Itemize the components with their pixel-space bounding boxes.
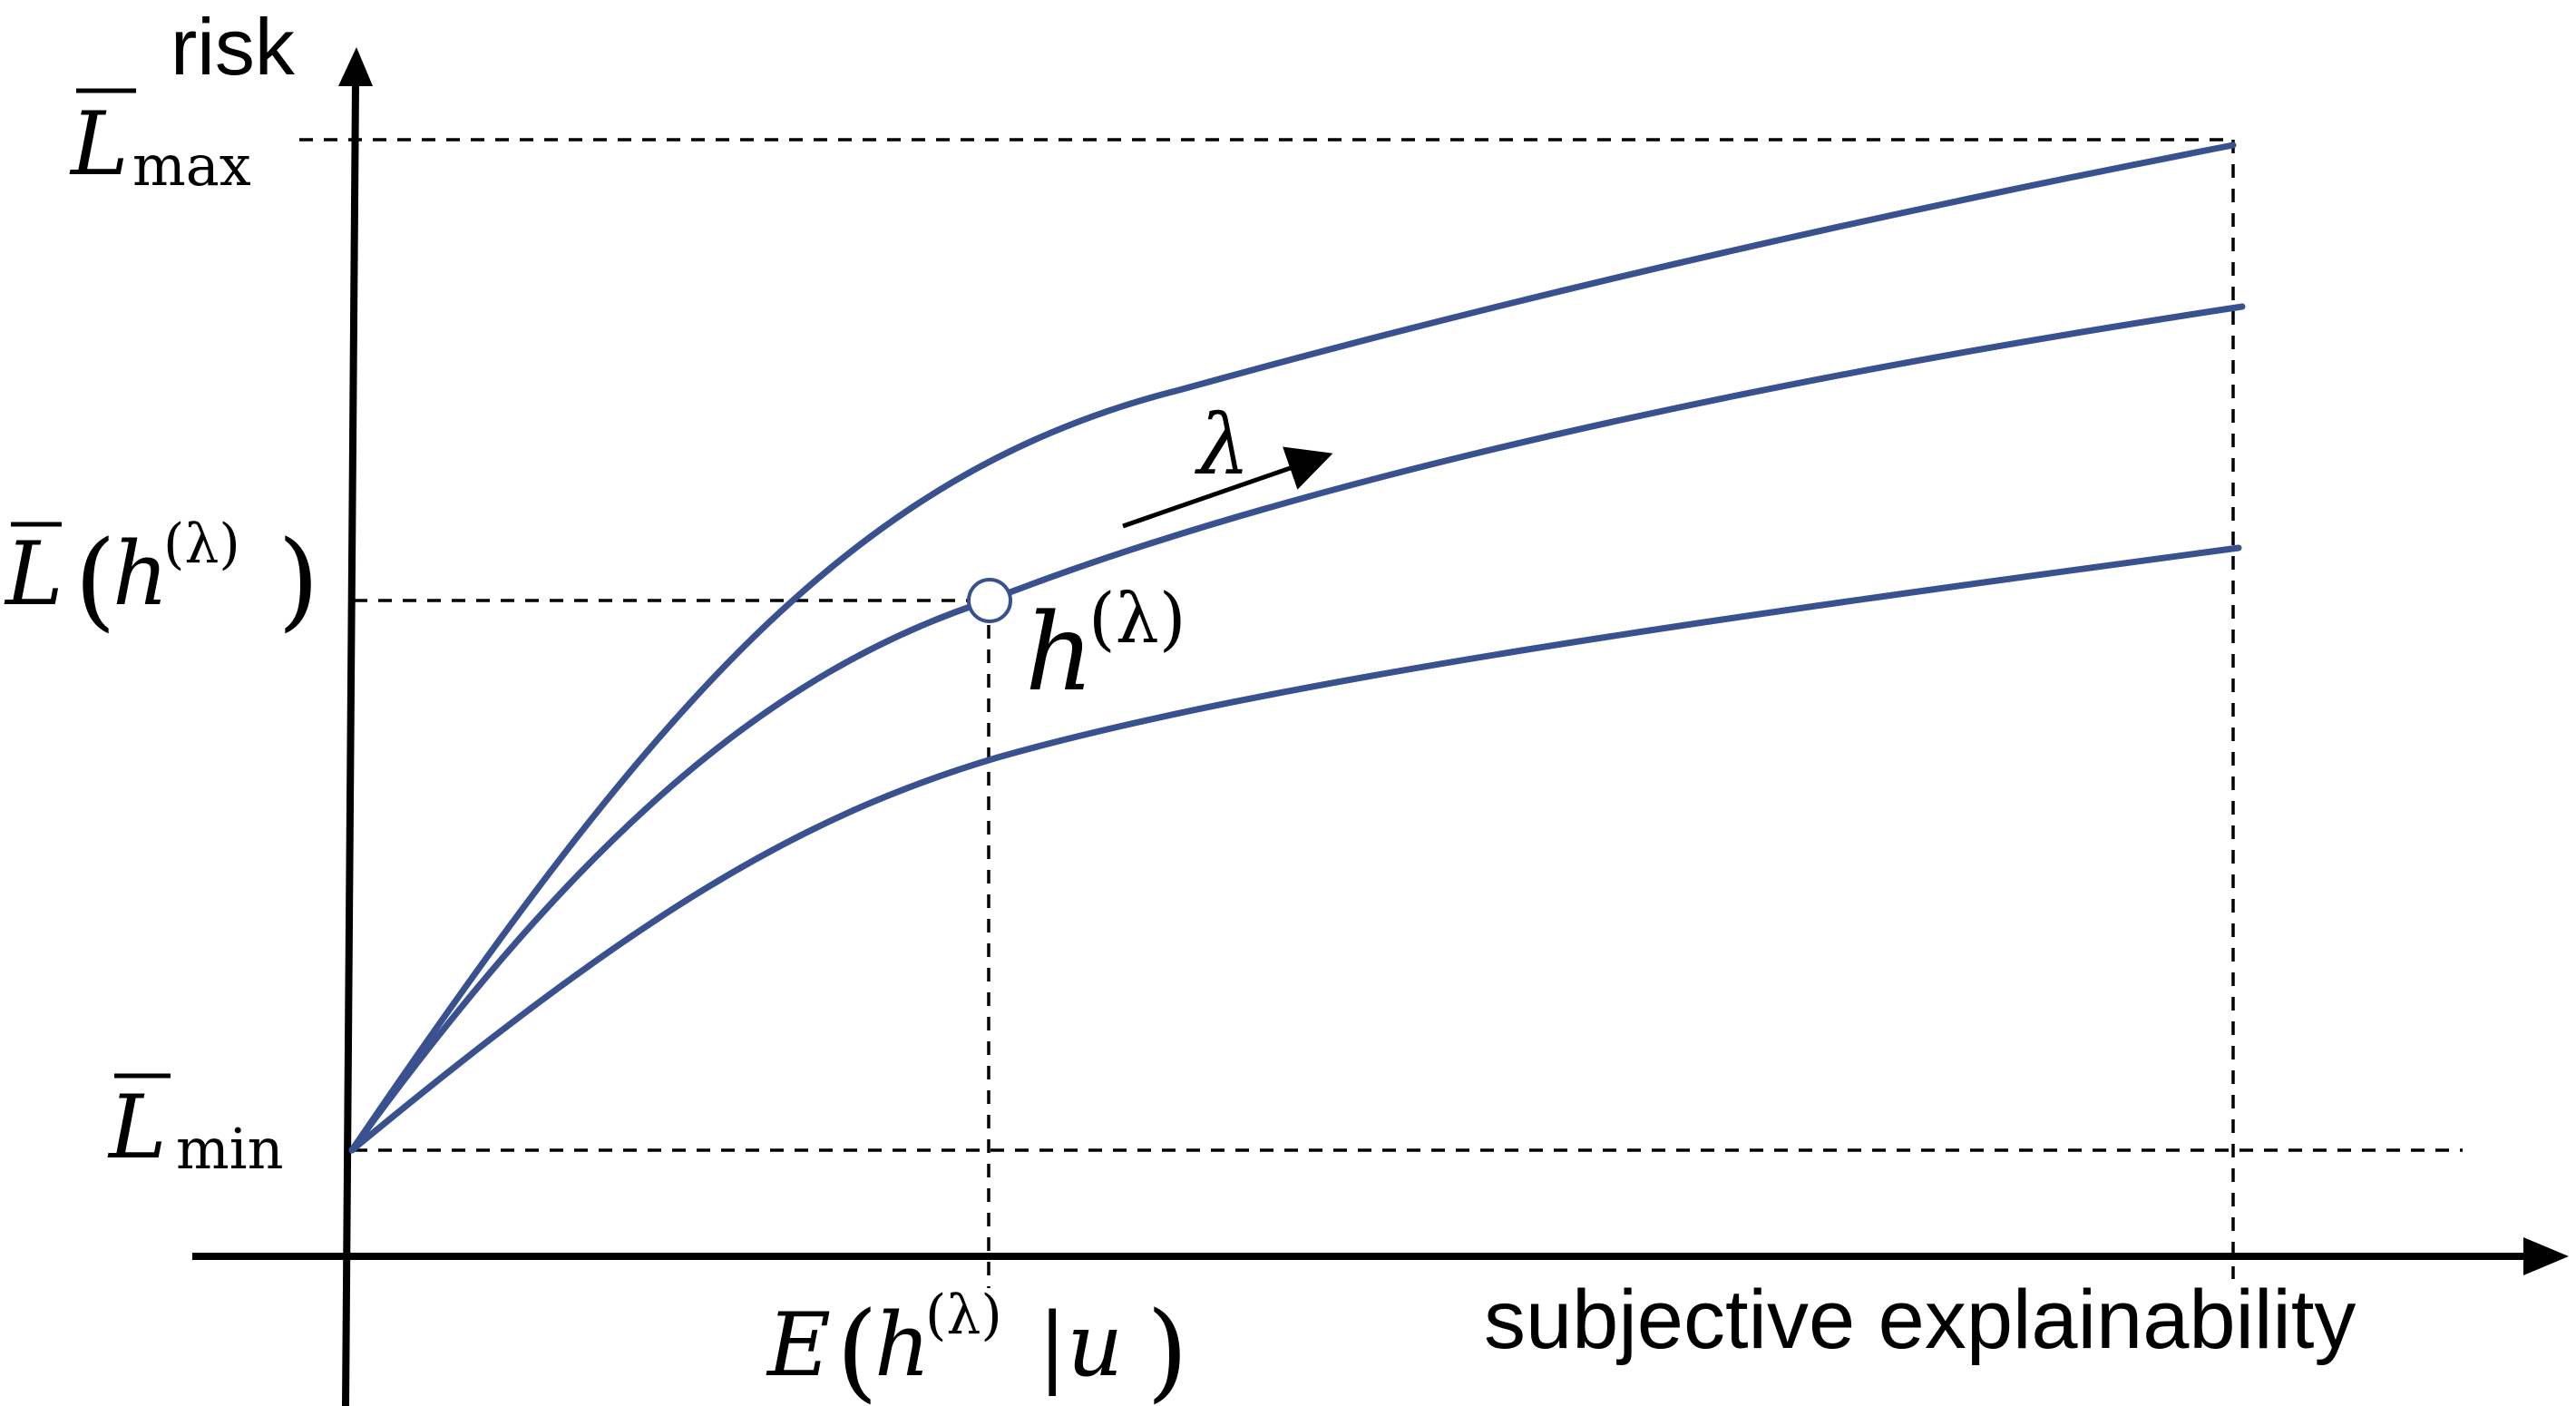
- x-marker-close-paren: ): [1147, 1288, 1188, 1406]
- l-min-subscript: min: [176, 1116, 284, 1182]
- l-h-symbol: L: [4, 523, 63, 625]
- curve-middle: [348, 303, 2246, 1154]
- l-max-subscript: max: [132, 132, 251, 199]
- y-axis-arrowhead: [338, 47, 373, 86]
- x-axis-label: subjective explainability: [1484, 1274, 2356, 1366]
- l-h-open-paren: (: [74, 517, 116, 642]
- l-h-arg: h: [112, 523, 169, 625]
- x-marker-func: E: [766, 1294, 831, 1396]
- l-h-close-paren: ): [278, 517, 319, 642]
- curve-lower: [348, 544, 2242, 1154]
- x-marker-arg: h: [874, 1294, 931, 1396]
- lambda-label: λ: [1194, 396, 1250, 493]
- x-marker-condition: |u: [1038, 1294, 1123, 1396]
- point-label-superscript: (λ): [1088, 578, 1186, 659]
- y-axis-label: risk: [171, 2, 296, 92]
- lambda-arrow: [1122, 446, 1333, 529]
- l-max-label: L max: [69, 88, 251, 199]
- x-axis-arrowhead: [2523, 1237, 2569, 1275]
- curve-upper: [348, 142, 2237, 1154]
- x-marker-open-paren: (: [836, 1288, 878, 1406]
- y-axis: [342, 81, 359, 1406]
- x-marker-superscript: (λ): [925, 1284, 1002, 1347]
- x-marker-label: E ( h (λ) |u ): [766, 1284, 1188, 1406]
- l-max-symbol: L: [69, 93, 129, 195]
- point-label: h (λ): [1025, 578, 1186, 715]
- l-h-label: L ( h (λ) ): [4, 513, 319, 642]
- point-label-symbol: h: [1025, 590, 1094, 715]
- l-min-symbol: L: [107, 1077, 167, 1178]
- l-h-superscript: (λ): [163, 513, 240, 576]
- h-lambda-point: [967, 578, 1012, 623]
- l-min-label: L min: [107, 1073, 284, 1182]
